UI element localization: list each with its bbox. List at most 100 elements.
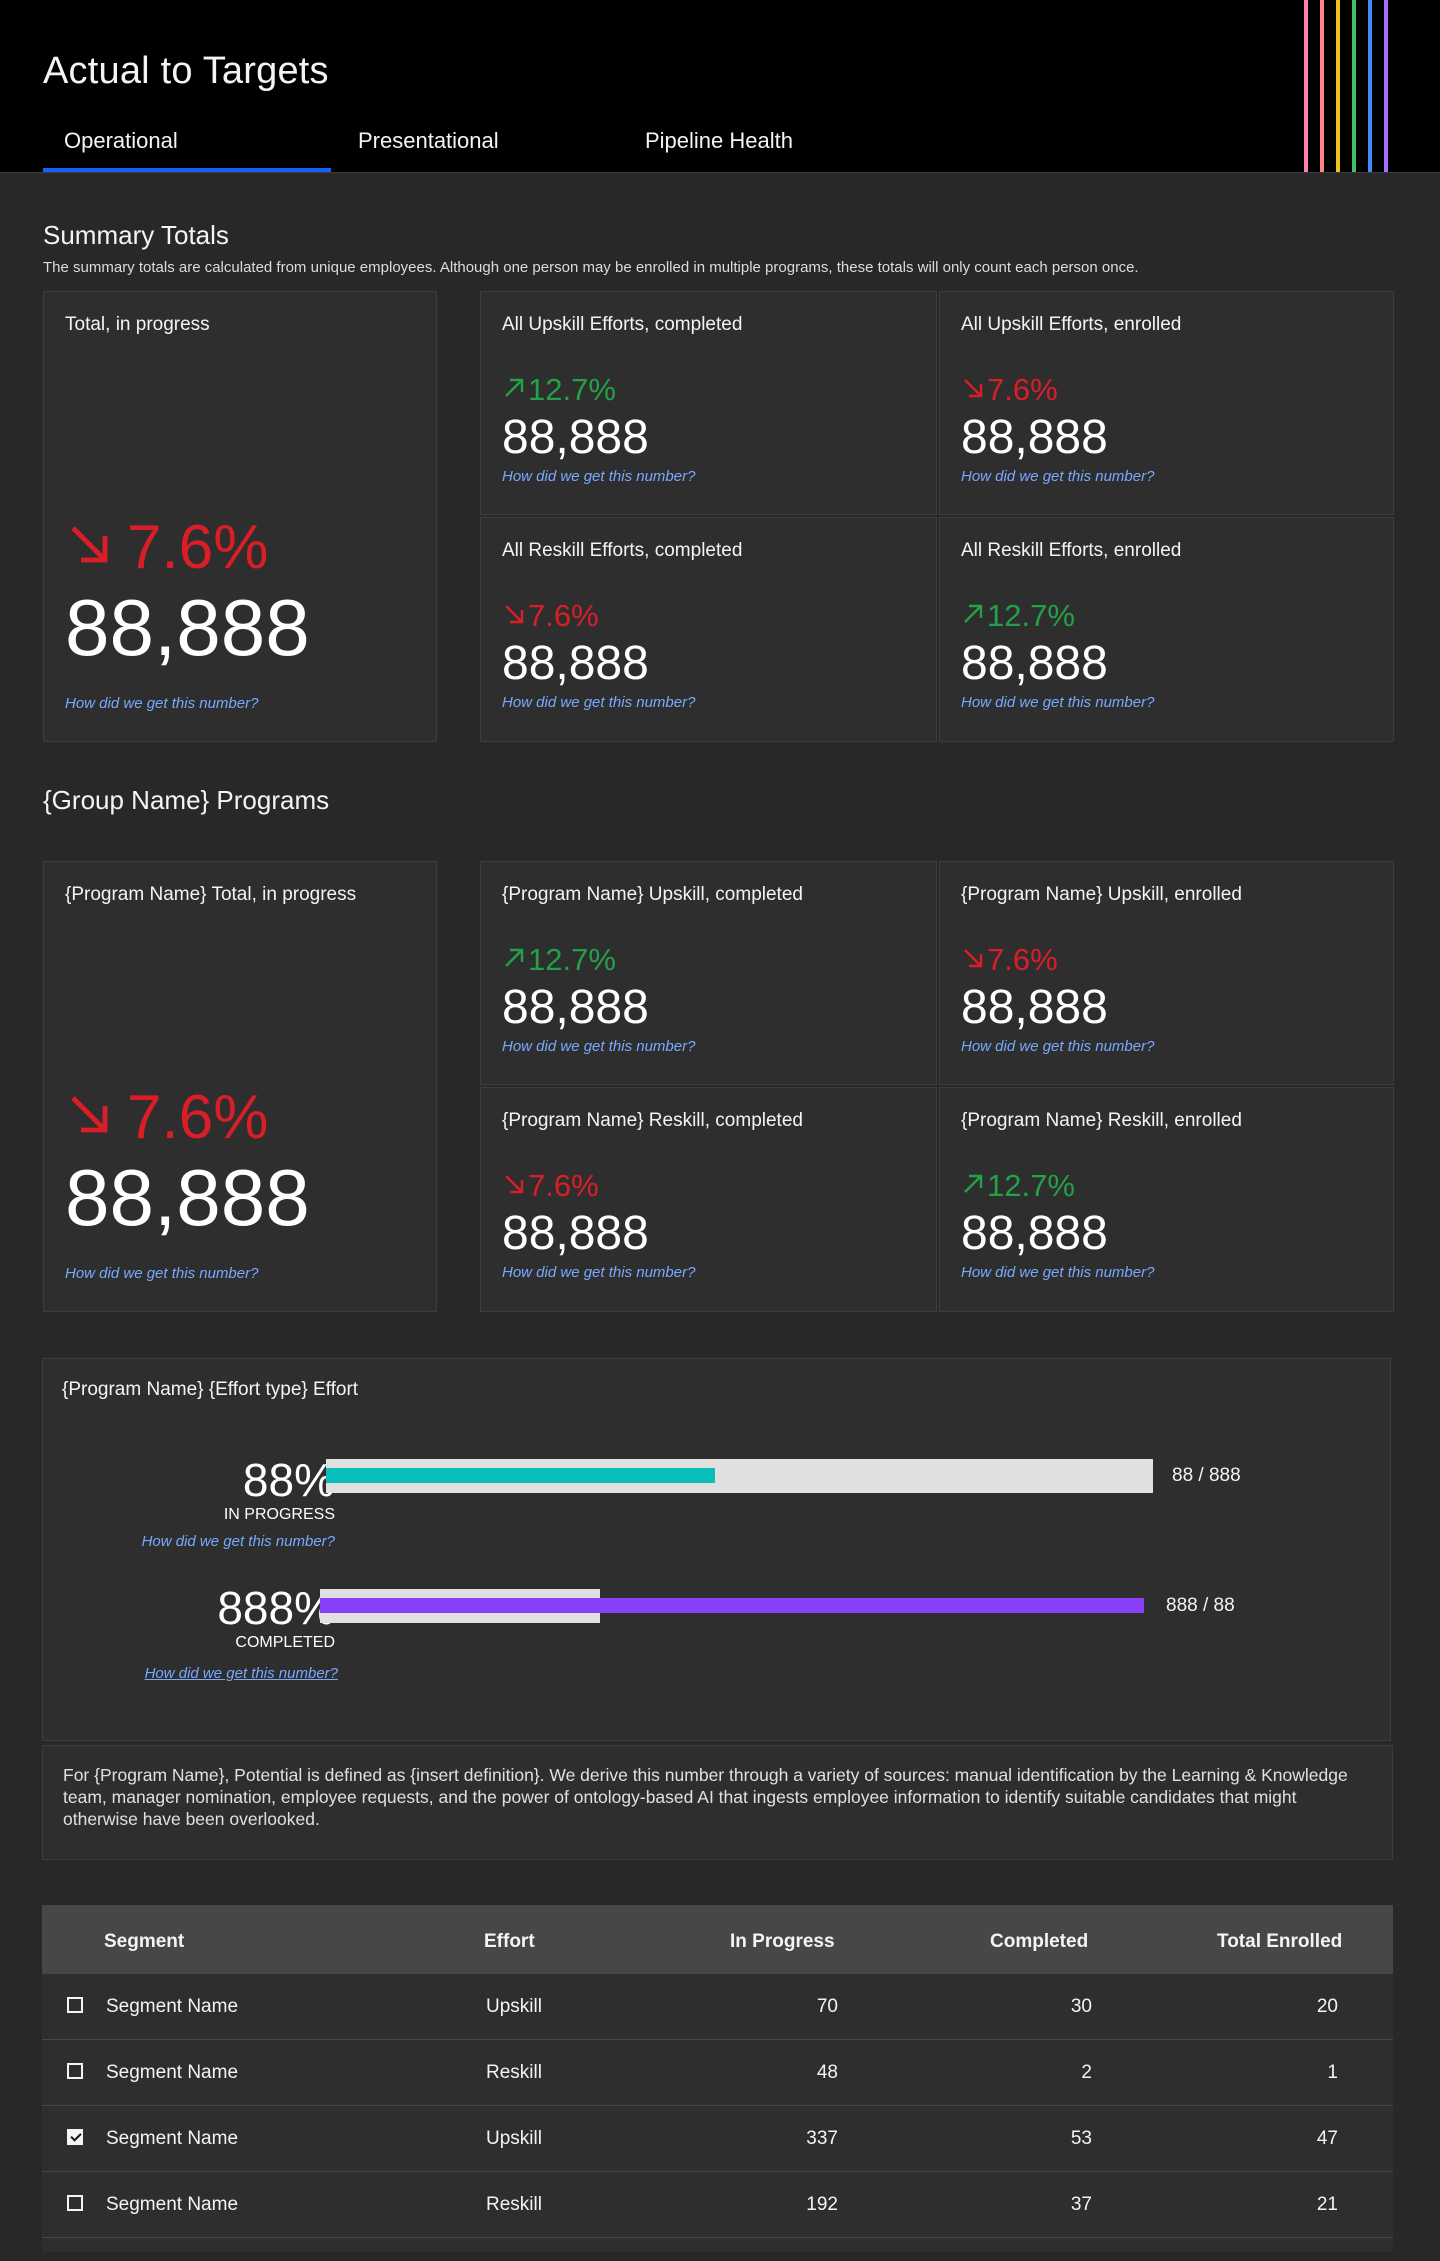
metric-value: 88,888 bbox=[65, 1153, 310, 1242]
how-link[interactable]: How did we get this number? bbox=[961, 1264, 1155, 1281]
delta: 7.6% bbox=[65, 1082, 268, 1153]
segment-table: Segment Effort In Progress Completed Tot… bbox=[42, 1905, 1393, 2252]
delta-value: 7.6% bbox=[127, 1083, 269, 1152]
completed-ratio: 888 / 88 bbox=[1166, 1595, 1235, 1616]
potential-definition-note: For {Program Name}, Potential is defined… bbox=[42, 1745, 1393, 1860]
how-link[interactable]: How did we get this number? bbox=[502, 1264, 696, 1281]
delta-value: 12.7% bbox=[528, 372, 616, 407]
summary-card: All Reskill Efforts, enrolled 12.7% 88,8… bbox=[939, 517, 1394, 742]
stripe-4 bbox=[1352, 0, 1356, 172]
delta-value: 7.6% bbox=[987, 942, 1058, 977]
card-title: {Program Name} Total, in progress bbox=[65, 884, 357, 905]
arrow-up-right-icon bbox=[502, 372, 528, 408]
tab-operational[interactable]: Operational bbox=[64, 128, 178, 153]
arrow-down-right-icon bbox=[961, 372, 987, 408]
metric-value: 88,888 bbox=[961, 981, 1108, 1034]
row-checkbox[interactable] bbox=[67, 1997, 83, 2013]
metric-value: 88,888 bbox=[502, 981, 649, 1034]
arrow-down-right-icon bbox=[502, 598, 528, 634]
stripe-2 bbox=[1320, 0, 1324, 172]
cell-total-enrolled: 47 bbox=[1316, 2128, 1338, 2149]
delta: 12.7% bbox=[502, 942, 616, 978]
arrow-up-right-icon bbox=[961, 598, 987, 634]
in-progress-ratio: 88 / 888 bbox=[1172, 1465, 1241, 1486]
program-total-card: {Program Name} Total, in progress 7.6% 8… bbox=[43, 861, 437, 1312]
delta: 7.6% bbox=[65, 512, 268, 583]
cell-effort: Reskill bbox=[486, 2194, 542, 2215]
how-link[interactable]: How did we get this number? bbox=[502, 468, 696, 485]
summary-title: Summary Totals bbox=[43, 220, 229, 250]
cell-total-enrolled: 1 bbox=[1327, 2062, 1338, 2083]
table-row[interactable]: Segment Name Reskill 192 37 21 bbox=[42, 2172, 1393, 2238]
column-header-completed[interactable]: Completed bbox=[990, 1931, 1089, 1952]
cell-completed: 2 bbox=[1081, 2062, 1092, 2083]
cell-effort: Reskill bbox=[486, 2062, 542, 2083]
cell-effort: Upskill bbox=[486, 2128, 542, 2149]
brand-stripes bbox=[1304, 0, 1394, 172]
table-header: Segment Effort In Progress Completed Tot… bbox=[42, 1905, 1393, 1974]
delta: 12.7% bbox=[961, 1168, 1075, 1204]
summary-card: All Upskill Efforts, enrolled 7.6% 88,88… bbox=[939, 291, 1394, 515]
table-row[interactable]: Segment Name Upskill 337 53 47 bbox=[42, 2106, 1393, 2172]
active-tab-indicator bbox=[43, 168, 331, 172]
cell-in-progress: 70 bbox=[816, 1996, 838, 2017]
stripe-1 bbox=[1304, 0, 1308, 172]
metric-value: 88,888 bbox=[502, 411, 649, 464]
arrow-down-right-icon bbox=[502, 1168, 528, 1204]
column-header-segment[interactable]: Segment bbox=[104, 1931, 185, 1952]
delta-value: 7.6% bbox=[528, 1168, 599, 1203]
cell-in-progress: 192 bbox=[806, 2194, 838, 2215]
how-link[interactable]: How did we get this number? bbox=[502, 1038, 696, 1055]
delta: 7.6% bbox=[961, 942, 1058, 978]
how-link[interactable]: How did we get this number? bbox=[961, 468, 1155, 485]
metric-value: 88,888 bbox=[65, 583, 310, 672]
how-link[interactable]: How did we get this number? bbox=[65, 695, 259, 712]
program-card: {Program Name} Upskill, completed 12.7% … bbox=[480, 861, 937, 1085]
cell-total-enrolled: 20 bbox=[1316, 1996, 1338, 2017]
arrow-up-right-icon bbox=[502, 942, 528, 978]
cell-completed: 37 bbox=[1070, 2194, 1092, 2215]
delta-value: 7.6% bbox=[987, 372, 1058, 407]
cell-segment: Segment Name bbox=[106, 2128, 239, 2149]
row-checkbox[interactable] bbox=[67, 2063, 83, 2079]
table-row[interactable]: Segment Name Reskill 48 2 1 bbox=[42, 2040, 1393, 2106]
column-header-effort[interactable]: Effort bbox=[484, 1931, 535, 1952]
completed-label: COMPLETED bbox=[235, 1634, 335, 1651]
header: Actual to Targets Operational Presentati… bbox=[0, 0, 1440, 173]
delta-value: 7.6% bbox=[127, 513, 269, 582]
card-title: {Program Name} Reskill, completed bbox=[502, 1110, 803, 1131]
row-checkbox[interactable] bbox=[67, 2129, 83, 2145]
how-link[interactable]: How did we get this number? bbox=[961, 694, 1155, 711]
metric-value: 88,888 bbox=[961, 1207, 1108, 1260]
in-progress-how-link[interactable]: How did we get this number? bbox=[141, 1533, 335, 1550]
summary-card: All Reskill Efforts, completed 7.6% 88,8… bbox=[480, 517, 937, 742]
tab-pipeline-health[interactable]: Pipeline Health bbox=[645, 128, 793, 153]
program-card: {Program Name} Upskill, enrolled 7.6% 88… bbox=[939, 861, 1394, 1085]
how-link[interactable]: How did we get this number? bbox=[961, 1038, 1155, 1055]
program-card: {Program Name} Reskill, enrolled 12.7% 8… bbox=[939, 1087, 1394, 1312]
completed-bar-fill bbox=[320, 1598, 1144, 1613]
completed-how-link[interactable]: How did we get this number? bbox=[144, 1665, 338, 1682]
program-card: {Program Name} Reskill, completed 7.6% 8… bbox=[480, 1087, 937, 1312]
column-header-total-enrolled[interactable]: Total Enrolled bbox=[1217, 1931, 1343, 1952]
delta-value: 12.7% bbox=[987, 1168, 1075, 1203]
stripe-6 bbox=[1384, 0, 1388, 172]
card-title: {Program Name} Reskill, enrolled bbox=[961, 1110, 1242, 1131]
completed-percent: 888% bbox=[217, 1582, 335, 1634]
card-title: Total, in progress bbox=[65, 314, 210, 335]
effort-title: {Program Name} {Effort type} Effort bbox=[62, 1379, 359, 1400]
tab-presentational[interactable]: Presentational bbox=[358, 128, 499, 153]
cell-segment: Segment Name bbox=[106, 2062, 239, 2083]
how-link[interactable]: How did we get this number? bbox=[502, 694, 696, 711]
column-header-in-progress[interactable]: In Progress bbox=[730, 1931, 835, 1952]
row-checkbox[interactable] bbox=[67, 2195, 83, 2211]
cell-segment: Segment Name bbox=[106, 2194, 239, 2215]
delta: 12.7% bbox=[961, 598, 1075, 634]
in-progress-bar-fill bbox=[326, 1468, 715, 1483]
arrow-down-right-icon bbox=[961, 942, 987, 978]
how-link[interactable]: How did we get this number? bbox=[65, 1265, 259, 1282]
delta: 12.7% bbox=[502, 372, 616, 408]
cell-completed: 53 bbox=[1070, 2128, 1092, 2149]
effort-panel: {Program Name} {Effort type} Effort 88% … bbox=[42, 1358, 1391, 1741]
table-row[interactable]: Segment Name Upskill 70 30 20 bbox=[42, 1974, 1393, 2040]
